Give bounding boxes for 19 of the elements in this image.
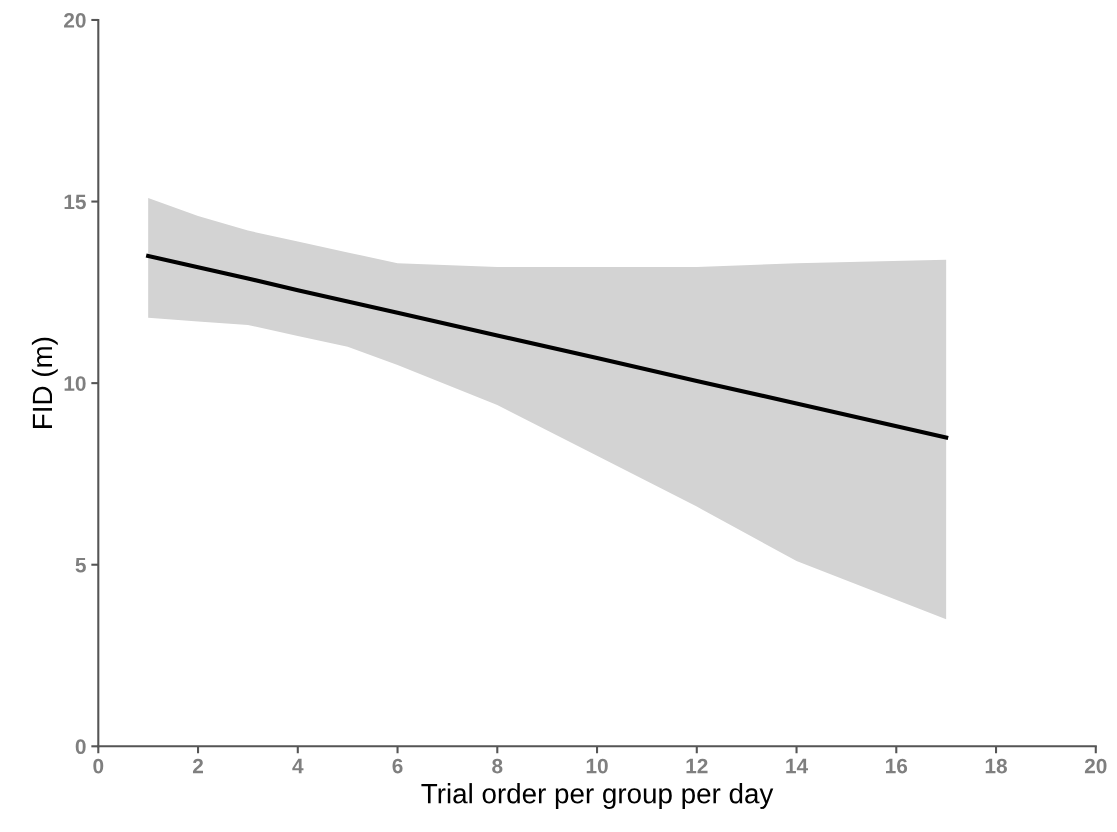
x-tick-label: 0 — [93, 758, 104, 774]
y-tick-label: 5 — [75, 557, 86, 573]
y-tick-label: 0 — [75, 739, 86, 755]
x-tick-label: 8 — [492, 758, 503, 774]
y-tick-label: 15 — [64, 194, 86, 210]
x-axis-title: Trial order per group per day — [421, 783, 774, 809]
y-axis-title: FID (m) — [31, 337, 58, 428]
x-tick-label: 4 — [292, 758, 304, 774]
x-tick-label: 12 — [686, 758, 708, 774]
y-tick-label: 10 — [64, 376, 86, 391]
x-tick-label: 14 — [786, 758, 809, 774]
x-tick-label: 10 — [586, 758, 608, 774]
y-tick-label: 20 — [64, 12, 86, 28]
x-tick-label: 2 — [192, 758, 203, 774]
x-tick-label: 6 — [392, 758, 403, 774]
x-tick-label: 16 — [886, 758, 908, 774]
x-tick-label: 18 — [985, 758, 1007, 774]
x-tick-label: 20 — [1084, 758, 1107, 774]
line-series — [146, 253, 949, 440]
